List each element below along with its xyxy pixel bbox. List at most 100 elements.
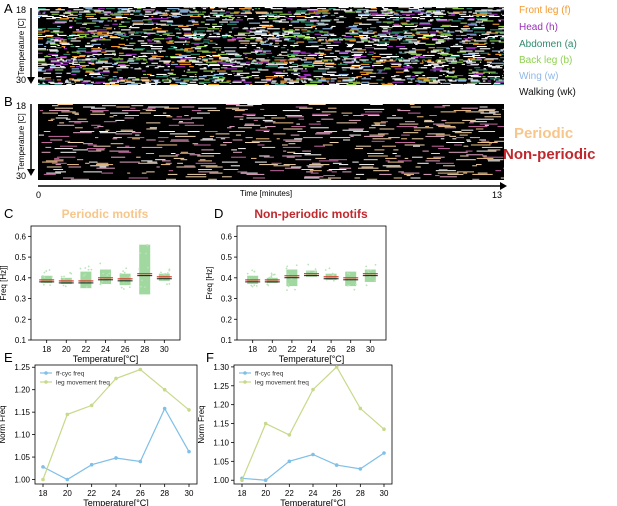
motif-bar xyxy=(283,164,296,166)
ethogram-bar xyxy=(133,57,139,59)
ethogram-bar xyxy=(327,47,333,49)
data-point xyxy=(139,252,142,255)
ethogram-bar xyxy=(224,47,237,49)
ethogram-bar xyxy=(262,21,270,23)
ethogram-bar xyxy=(132,23,144,25)
ethogram-bar xyxy=(422,54,435,57)
ethogram-bar xyxy=(121,36,129,38)
ethogram-bar xyxy=(267,38,280,40)
x-tick-label: 22 xyxy=(87,489,96,498)
ethogram-bar xyxy=(97,33,109,35)
ethogram-bar xyxy=(183,70,185,72)
data-point xyxy=(250,284,253,287)
ethogram-bar xyxy=(275,36,280,38)
ethogram-bar xyxy=(231,37,235,39)
motif-bar xyxy=(90,110,109,112)
ethogram-bar xyxy=(332,38,343,40)
ethogram-bar xyxy=(239,47,247,49)
ethogram-bar xyxy=(303,73,311,76)
ethogram-bar xyxy=(91,34,104,37)
ethogram-bar xyxy=(304,68,307,70)
ethogram-bar xyxy=(63,12,71,14)
ethogram-bar xyxy=(345,32,359,34)
chart-nonperiodic-motifs: D Non-periodic motifs0.10.20.30.40.50.618… xyxy=(205,206,387,364)
ethogram-bar xyxy=(467,23,477,25)
ethogram-bar xyxy=(48,81,55,83)
ethogram-bar xyxy=(447,30,450,32)
ethogram-bar xyxy=(212,14,216,16)
ethogram-bar xyxy=(417,79,420,81)
y-tick-label: 1.20 xyxy=(213,401,229,410)
data-point xyxy=(84,273,86,276)
motif-bar xyxy=(271,117,286,119)
data-point xyxy=(348,284,351,287)
ethogram-bar xyxy=(194,31,197,33)
ethogram-bar xyxy=(198,37,204,39)
ethogram-bar xyxy=(133,7,146,9)
ethogram-bar xyxy=(207,42,216,44)
motif-bar xyxy=(118,151,132,153)
ethogram-bar xyxy=(56,76,62,78)
motif-bar xyxy=(131,105,144,107)
motif-bar xyxy=(220,138,226,140)
series-point xyxy=(89,403,94,408)
motif-bar xyxy=(200,139,216,141)
ethogram-bar xyxy=(235,64,245,67)
ethogram-bar xyxy=(78,11,91,13)
ethogram-bar xyxy=(373,43,380,45)
ethogram-bar xyxy=(85,44,94,47)
ethogram-bar xyxy=(193,36,205,38)
motif-bar xyxy=(67,142,84,143)
ethogram-bar xyxy=(355,10,362,12)
motif-bar xyxy=(392,115,396,116)
ethogram-bar xyxy=(473,43,486,45)
ethogram-bar xyxy=(374,48,387,50)
ethogram-bar xyxy=(151,39,155,41)
ethogram-bar xyxy=(128,31,136,33)
ethogram-bar xyxy=(136,31,147,33)
ethogram-bar xyxy=(125,53,137,55)
ethogram-bar xyxy=(274,83,287,86)
ethogram-bar xyxy=(170,57,183,59)
series-point xyxy=(162,387,167,392)
ethogram-bar xyxy=(124,21,130,23)
motif-bar xyxy=(425,160,440,162)
ethogram-bar xyxy=(170,63,179,65)
legend-label: ff-cyc freq xyxy=(56,371,85,378)
motif-bar xyxy=(463,172,468,174)
ethogram-bar xyxy=(461,29,468,31)
ethogram-bar xyxy=(320,20,331,22)
motif-bar xyxy=(257,144,265,146)
ethogram-bar xyxy=(436,7,446,9)
ethogram-bar xyxy=(139,13,143,15)
ethogram-bar xyxy=(502,75,504,77)
ethogram-bar xyxy=(415,32,421,34)
ethogram-bar xyxy=(357,13,371,15)
ethogram-bar xyxy=(114,20,117,22)
ethogram-bar xyxy=(68,7,80,9)
motif-bar xyxy=(142,108,153,110)
motif-bar xyxy=(167,173,178,175)
motif-bar xyxy=(221,161,238,163)
ethogram-bar xyxy=(390,66,401,68)
ethogram-bar xyxy=(453,11,463,13)
ethogram-bar xyxy=(93,10,104,12)
ethogram-bar xyxy=(183,50,194,52)
motif-bar xyxy=(488,160,501,162)
ethogram-bar xyxy=(161,17,163,19)
ethogram-bar xyxy=(72,63,80,65)
ethogram-bar xyxy=(63,82,65,84)
ethogram-bar xyxy=(130,33,134,35)
ethogram-bar xyxy=(43,77,52,79)
motif-bar xyxy=(385,160,390,162)
ethogram-bar xyxy=(482,20,494,22)
ethogram-bar xyxy=(361,78,372,80)
ethogram-bar xyxy=(448,62,457,64)
motif-bar xyxy=(245,137,253,139)
ethogram-bar xyxy=(117,47,128,49)
ethogram-bar xyxy=(183,29,191,31)
ethogram-bar xyxy=(463,83,476,86)
ethogram-bar xyxy=(250,83,253,86)
ethogram-bar xyxy=(83,10,90,12)
ethogram-bar xyxy=(345,27,357,29)
